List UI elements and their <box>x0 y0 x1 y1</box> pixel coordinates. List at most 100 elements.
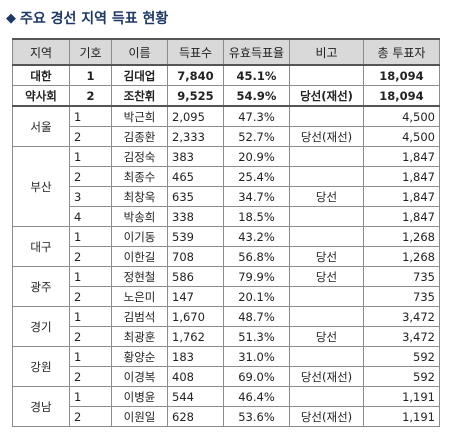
region-cell: 대구 <box>12 226 70 267</box>
votes-cell: 1,670 <box>167 306 224 327</box>
number-cell: 2 <box>69 166 112 187</box>
header-name: 이름 <box>111 38 168 66</box>
number-cell: 2 <box>69 246 112 267</box>
total-cell: 4,500 <box>363 126 440 147</box>
number-cell: 4 <box>69 206 112 227</box>
region-cell: 광주 <box>12 266 70 307</box>
rate-cell: 20.9% <box>223 146 290 167</box>
number-cell: 1 <box>69 266 112 287</box>
note-cell: 당선 <box>289 246 364 267</box>
header-note: 비고 <box>289 38 364 66</box>
number-cell: 2 <box>69 326 112 347</box>
name-cell: 황양순 <box>111 346 168 367</box>
votes-cell: 408 <box>167 366 224 387</box>
number-cell: 2 <box>69 286 112 307</box>
table-row: 대구 1 이기동 539 43.2% 1,268 <box>12 226 440 267</box>
name-cell: 김종환 <box>111 126 168 147</box>
number-cell: 3 <box>69 186 112 207</box>
number-cell: 1 <box>69 64 112 86</box>
total-cell: 1,847 <box>363 166 440 187</box>
header-row: 지역 기호 이름 득표수 유효득표율 비고 총 투표자 <box>12 38 440 66</box>
votes-cell: 2,095 <box>167 105 224 127</box>
table-row: 광주 1 정현철 586 79.9% 당선 735 <box>12 266 440 307</box>
region-cell: 부산 <box>12 146 70 227</box>
table-header: 지역 기호 이름 득표수 유효득표율 비고 총 투표자 <box>12 38 440 66</box>
page-title: ◆ 주요 경선 지역 득표 현황 <box>6 7 168 29</box>
rate-cell: 31.0% <box>223 346 290 367</box>
votes-cell: 539 <box>167 226 224 247</box>
votes-cell: 628 <box>167 406 224 427</box>
table-row: 서울 1 박근희 2,095 47.3% 4,500 <box>12 105 440 147</box>
total-cell: 4,500 <box>363 105 440 127</box>
table-row: 2 이한길 708 56.8% 당선 1,268 <box>13 246 440 267</box>
name-cell: 이경복 <box>111 366 168 387</box>
total-cell: 18,094 <box>363 64 440 86</box>
rate-cell: 56.8% <box>223 246 290 267</box>
votes-cell: 465 <box>167 166 224 187</box>
votes-cell: 586 <box>167 266 224 287</box>
number-cell: 2 <box>69 126 112 147</box>
votes-cell: 7,840 <box>167 64 224 86</box>
votes-cell: 1,762 <box>167 326 224 347</box>
total-cell: 3,472 <box>363 306 440 327</box>
number-cell: 1 <box>69 346 112 367</box>
rate-cell: 46.4% <box>223 386 290 407</box>
total-cell: 18,094 <box>363 85 440 107</box>
table-row: 2 노은미 147 20.1% 735 <box>13 286 440 307</box>
region-cell: 경기 <box>12 306 70 347</box>
total-cell: 1,847 <box>363 186 440 207</box>
number-cell: 1 <box>69 306 112 327</box>
name-cell: 박근희 <box>111 105 168 127</box>
number-cell: 1 <box>69 386 112 407</box>
header-rate: 유효득표율 <box>223 38 290 66</box>
total-cell: 592 <box>363 346 440 367</box>
rate-cell: 69.0% <box>223 366 290 387</box>
rate-cell: 25.4% <box>223 166 290 187</box>
votes-cell: 9,525 <box>167 85 224 107</box>
note-cell: 당선 <box>289 266 364 287</box>
note-cell: 당선 <box>289 186 364 207</box>
note-cell <box>289 146 364 167</box>
total-cell: 1,847 <box>363 146 440 167</box>
note-cell: 당선(재선) <box>289 85 364 107</box>
votes-cell: 635 <box>167 186 224 207</box>
votes-cell: 544 <box>167 386 224 407</box>
rate-cell: 48.7% <box>223 306 290 327</box>
number-cell: 1 <box>69 146 112 167</box>
note-cell <box>289 286 364 307</box>
name-cell: 노은미 <box>111 286 168 307</box>
name-cell: 박송희 <box>111 206 168 227</box>
table-row: 경기 1 김범석 1,670 48.7% 3,472 <box>12 306 440 347</box>
rate-cell: 20.1% <box>223 286 290 307</box>
total-cell: 1,268 <box>363 246 440 267</box>
votes-cell: 183 <box>167 346 224 367</box>
votes-cell: 383 <box>167 146 224 167</box>
region-cell-line2: 약사회 <box>12 85 70 107</box>
name-cell: 정현철 <box>111 266 168 287</box>
total-cell: 1,191 <box>363 386 440 407</box>
name-cell: 최종수 <box>111 166 168 187</box>
results-table: 지역 기호 이름 득표수 유효득표율 비고 총 투표자 대한 1 김대업 7,8… <box>12 38 440 427</box>
region-cell-line1: 대한 <box>12 64 70 86</box>
name-cell: 최광훈 <box>111 326 168 347</box>
rate-cell: 52.7% <box>223 126 290 147</box>
total-cell: 3,472 <box>363 326 440 347</box>
number-cell: 2 <box>69 85 112 107</box>
header-total: 총 투표자 <box>363 38 440 66</box>
note-cell <box>289 346 364 367</box>
name-cell: 김정숙 <box>111 146 168 167</box>
table-row: 경남 1 이병윤 544 46.4% 1,191 <box>12 386 440 427</box>
table-row: 2 최광훈 1,762 51.3% 당선 3,472 <box>13 326 440 347</box>
note-cell <box>289 206 364 227</box>
votes-cell: 338 <box>167 206 224 227</box>
note-cell <box>289 105 364 127</box>
note-cell <box>289 306 364 327</box>
header-votes: 득표수 <box>167 38 224 66</box>
table-row: 대한 1 김대업 7,840 45.1% 18,094 <box>12 64 440 86</box>
name-cell: 이원일 <box>111 406 168 427</box>
rate-cell: 79.9% <box>223 266 290 287</box>
rate-cell: 43.2% <box>223 226 290 247</box>
table-row: 강원 1 황양순 183 31.0% 592 <box>12 346 440 387</box>
table-row: 4 박송희 338 18.5% 1,847 <box>13 206 440 227</box>
name-cell: 이병윤 <box>111 386 168 407</box>
